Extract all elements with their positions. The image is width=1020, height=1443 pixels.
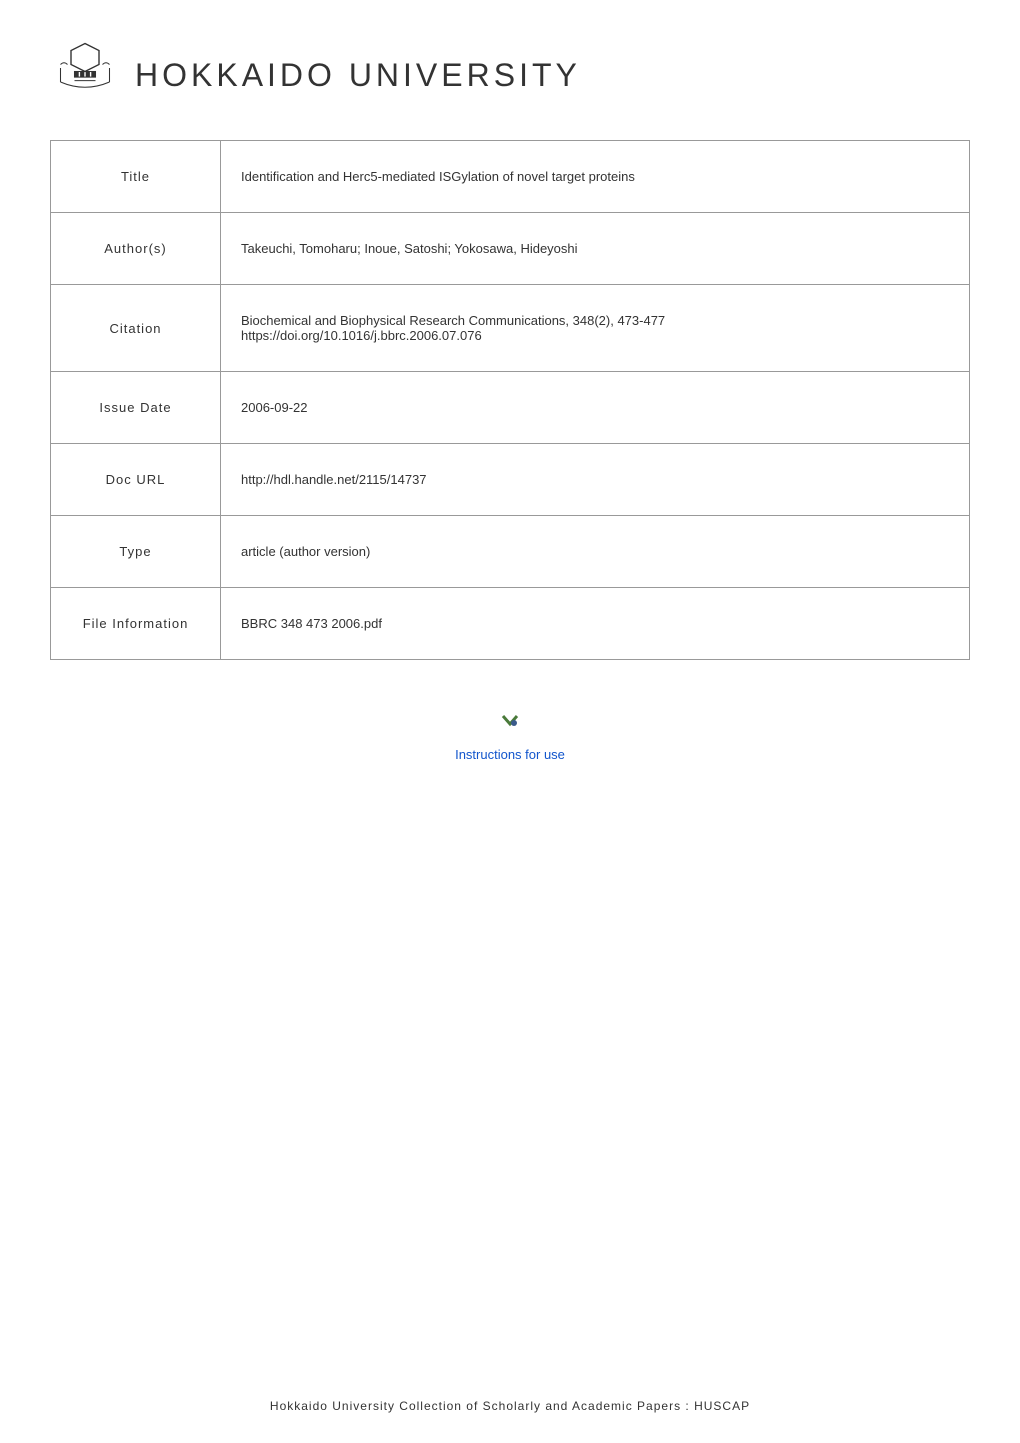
table-row: Citation Biochemical and Biophysical Res…: [51, 285, 970, 372]
metadata-label-citation: Citation: [51, 285, 221, 372]
metadata-value-docurl: http://hdl.handle.net/2115/14737: [221, 444, 970, 516]
university-name: HOKKAIDO UNIVERSITY: [135, 57, 581, 94]
table-row: Author(s) Takeuchi, Tomoharu; Inoue, Sat…: [51, 213, 970, 285]
instructions-link[interactable]: Instructions for use: [455, 747, 565, 762]
metadata-label-docurl: Doc URL: [51, 444, 221, 516]
metadata-value-citation: Biochemical and Biophysical Research Com…: [221, 285, 970, 372]
metadata-label-issuedate: Issue Date: [51, 372, 221, 444]
page-footer: Hokkaido University Collection of Schola…: [50, 1399, 970, 1413]
metadata-label-fileinfo: File Information: [51, 588, 221, 660]
metadata-value-authors: Takeuchi, Tomoharu; Inoue, Satoshi; Yoko…: [221, 213, 970, 285]
metadata-table: Title Identification and Herc5-mediated …: [50, 140, 970, 660]
arrow-down-icon: [499, 710, 521, 738]
metadata-value-issuedate: 2006-09-22: [221, 372, 970, 444]
metadata-table-body: Title Identification and Herc5-mediated …: [51, 141, 970, 660]
instructions-block: Instructions for use: [50, 710, 970, 764]
table-row: Doc URL http://hdl.handle.net/2115/14737: [51, 444, 970, 516]
table-row: File Information BBRC 348 473 2006.pdf: [51, 588, 970, 660]
metadata-label-title: Title: [51, 141, 221, 213]
metadata-value-fileinfo: BBRC 348 473 2006.pdf: [221, 588, 970, 660]
page-header: HOKKAIDO UNIVERSITY: [50, 40, 970, 110]
table-row: Type article (author version): [51, 516, 970, 588]
university-logo-icon: [50, 40, 120, 110]
metadata-label-type: Type: [51, 516, 221, 588]
table-row: Issue Date 2006-09-22: [51, 372, 970, 444]
table-row: Title Identification and Herc5-mediated …: [51, 141, 970, 213]
metadata-label-authors: Author(s): [51, 213, 221, 285]
metadata-value-title: Identification and Herc5-mediated ISGyla…: [221, 141, 970, 213]
metadata-value-type: article (author version): [221, 516, 970, 588]
